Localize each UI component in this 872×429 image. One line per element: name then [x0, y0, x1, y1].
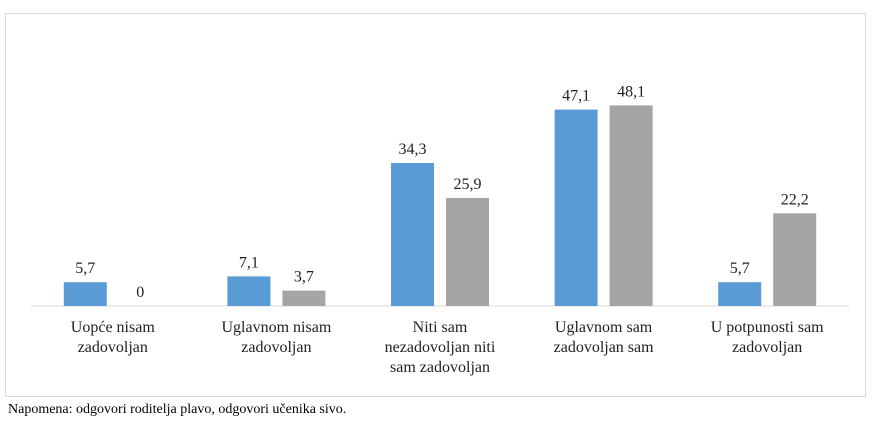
- category-label-3: Niti sam nezadovoljan niti sam zadovolja…: [384, 319, 496, 376]
- data-label-series2-cat2: 3,7: [294, 269, 314, 286]
- bar-series1-cat3: [391, 163, 434, 306]
- data-label-series1-cat2: 7,1: [239, 254, 259, 271]
- bar-chart: 5,7 0 7,1 3,7 34,3 25,9 47,1 48,1 5,7 22,2: [31, 83, 849, 307]
- chart-area: 5,7 0 7,1 3,7 34,3 25,9 47,1 48,1 5,7 22,2 Uopće …: [5, 13, 866, 397]
- data-label-series2-cat5: 22,2: [781, 191, 809, 208]
- category-label-5: U potpunosti sam zadovoljan: [710, 319, 824, 356]
- category-label-4: Uglavnom sam zadovoljan sam: [553, 319, 654, 356]
- bar-series1-cat4: [554, 109, 598, 306]
- bar-series2-cat5: [773, 213, 817, 306]
- category-label-2: Uglavnom nisam zadovoljan: [221, 319, 332, 356]
- bar-series2-cat3: [446, 198, 489, 306]
- bar-series2-cat2: [282, 290, 326, 306]
- data-label-series1-cat5: 5,7: [730, 260, 750, 277]
- bar-series1-cat2: [227, 276, 271, 306]
- data-label-series2-cat3: 25,9: [454, 176, 482, 193]
- chart-footnote: Napomena: odgovori roditelja plavo, odgo…: [8, 402, 347, 417]
- category-label-1: Uopće nisam zadovoljan: [70, 319, 155, 356]
- bar-series1-cat5: [718, 282, 762, 306]
- bar-series1-cat1: [63, 282, 107, 306]
- data-label-series2-cat1: 0: [136, 284, 144, 301]
- data-label-series1-cat3: 34,3: [399, 141, 427, 158]
- data-label-series2-cat4: 48,1: [617, 83, 645, 100]
- bar-series2-cat4: [609, 105, 653, 307]
- data-label-series1-cat4: 47,1: [562, 88, 590, 105]
- data-label-series1-cat1: 5,7: [75, 260, 95, 277]
